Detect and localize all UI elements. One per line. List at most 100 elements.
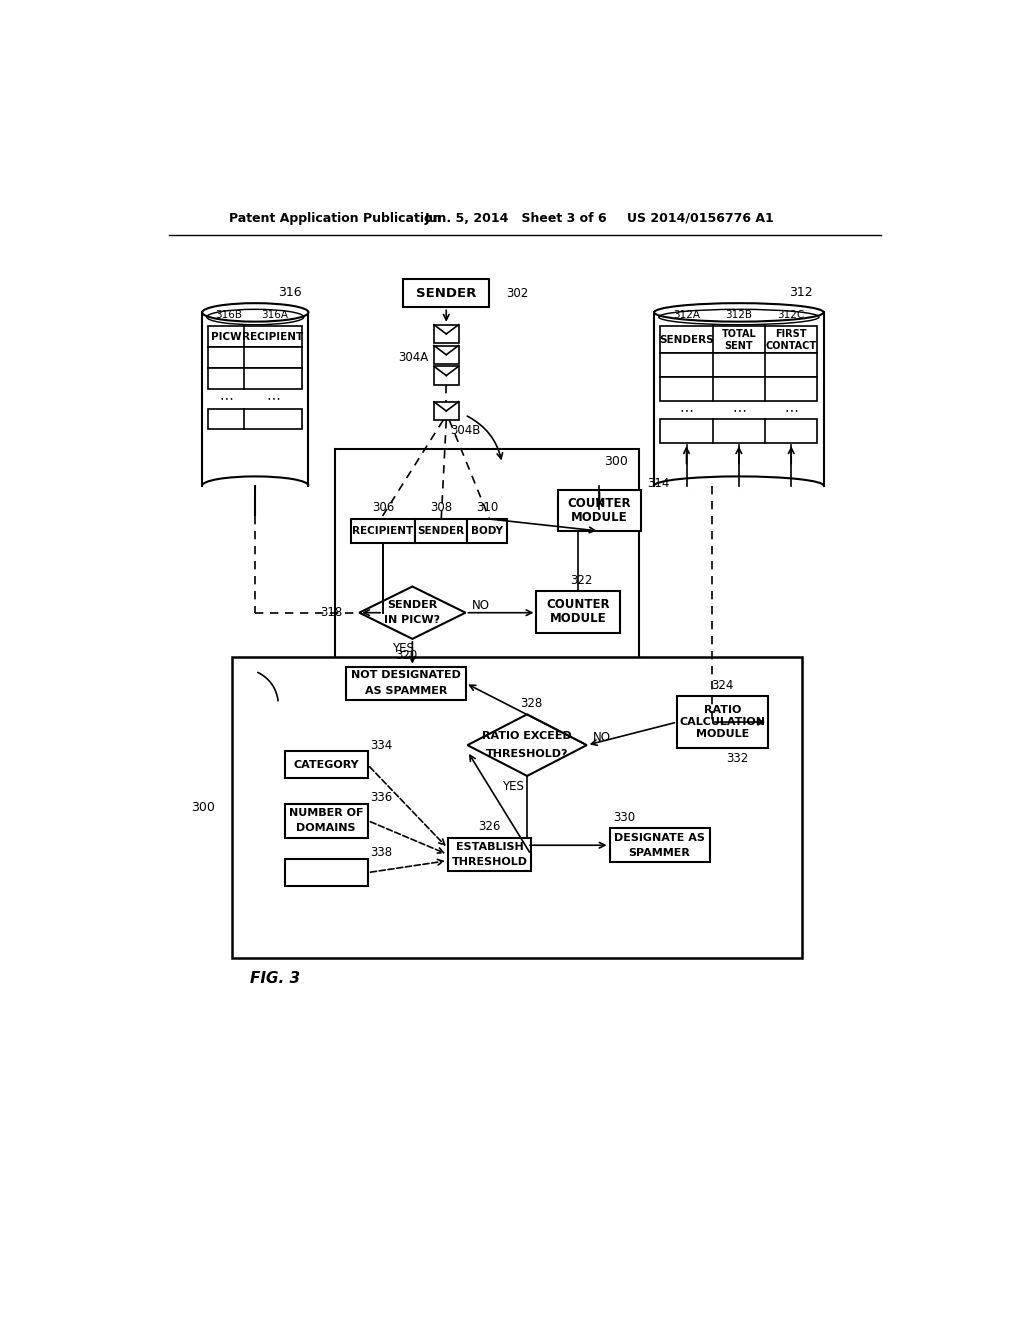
Bar bbox=[208, 326, 302, 347]
Text: 310: 310 bbox=[476, 502, 499, 515]
Bar bbox=[351, 519, 416, 544]
Text: ⋯: ⋯ bbox=[680, 403, 693, 417]
Text: MODULE: MODULE bbox=[696, 730, 750, 739]
Text: NO: NO bbox=[472, 599, 489, 612]
Bar bbox=[285, 859, 368, 886]
Text: THRESHOLD: THRESHOLD bbox=[452, 857, 527, 867]
Text: 304A: 304A bbox=[398, 351, 429, 363]
Text: US 2014/0156776 A1: US 2014/0156776 A1 bbox=[628, 213, 774, 224]
Ellipse shape bbox=[202, 304, 308, 322]
Text: AS SPAMMER: AS SPAMMER bbox=[365, 686, 447, 696]
Text: FIRST
CONTACT: FIRST CONTACT bbox=[766, 329, 817, 351]
Text: SPAMMER: SPAMMER bbox=[629, 847, 690, 858]
Text: DOMAINS: DOMAINS bbox=[296, 824, 356, 833]
Text: Jun. 5, 2014   Sheet 3 of 6: Jun. 5, 2014 Sheet 3 of 6 bbox=[425, 213, 607, 224]
Text: 316: 316 bbox=[279, 286, 302, 298]
Text: 326: 326 bbox=[478, 820, 501, 833]
Text: MODULE: MODULE bbox=[550, 612, 606, 626]
Bar bbox=[434, 367, 459, 385]
Text: PICW: PICW bbox=[211, 331, 242, 342]
Polygon shape bbox=[467, 714, 587, 776]
Text: 312C: 312C bbox=[777, 310, 805, 321]
Text: 330: 330 bbox=[613, 810, 636, 824]
Text: FIG. 3: FIG. 3 bbox=[250, 972, 300, 986]
Text: NUMBER OF: NUMBER OF bbox=[289, 808, 364, 818]
Bar bbox=[558, 490, 641, 531]
Bar bbox=[285, 751, 368, 779]
Text: 318: 318 bbox=[321, 606, 342, 619]
Polygon shape bbox=[359, 586, 466, 639]
Bar bbox=[232, 657, 802, 958]
Bar bbox=[285, 804, 368, 837]
Text: Patent Application Publication: Patent Application Publication bbox=[229, 213, 441, 224]
Text: 338: 338 bbox=[370, 846, 392, 859]
Text: TOTAL
SENT: TOTAL SENT bbox=[722, 329, 757, 351]
Text: 316A: 316A bbox=[261, 310, 288, 321]
Text: COUNTER: COUNTER bbox=[567, 496, 632, 510]
Bar bbox=[403, 279, 489, 308]
Text: ⋯: ⋯ bbox=[266, 392, 280, 405]
Text: 312: 312 bbox=[788, 286, 812, 298]
Text: MODULE: MODULE bbox=[571, 511, 628, 524]
Text: RECIPIENT: RECIPIENT bbox=[243, 331, 304, 342]
Bar bbox=[467, 519, 507, 544]
Text: YES: YES bbox=[392, 642, 414, 655]
Text: 320: 320 bbox=[394, 649, 417, 663]
Bar bbox=[434, 401, 459, 420]
Bar bbox=[335, 449, 639, 708]
Text: THRESHOLD?: THRESHOLD? bbox=[485, 750, 568, 759]
Text: 334: 334 bbox=[370, 739, 392, 751]
Bar bbox=[677, 696, 768, 748]
Text: 332: 332 bbox=[726, 752, 748, 766]
Text: 314: 314 bbox=[647, 477, 670, 490]
Text: ESTABLISH: ESTABLISH bbox=[456, 842, 523, 851]
Text: RATIO EXCEED: RATIO EXCEED bbox=[482, 731, 572, 741]
Text: 304B: 304B bbox=[451, 424, 480, 437]
Text: 308: 308 bbox=[430, 502, 453, 515]
Text: 316B: 316B bbox=[215, 310, 242, 321]
Text: 302: 302 bbox=[506, 286, 528, 300]
Text: BODY: BODY bbox=[471, 527, 503, 536]
Text: DESIGNATE AS: DESIGNATE AS bbox=[614, 833, 705, 842]
Bar bbox=[434, 346, 459, 364]
Text: ⋯: ⋯ bbox=[732, 403, 745, 417]
Bar bbox=[416, 519, 467, 544]
Bar bbox=[208, 409, 302, 429]
Text: SENDER: SENDER bbox=[418, 527, 465, 536]
Text: ⋯: ⋯ bbox=[784, 403, 798, 417]
Bar bbox=[660, 354, 817, 378]
Bar bbox=[434, 325, 459, 343]
Bar bbox=[660, 420, 817, 444]
Bar bbox=[447, 837, 531, 871]
Bar bbox=[208, 368, 302, 388]
Text: SENDER: SENDER bbox=[416, 286, 476, 300]
Bar bbox=[346, 667, 466, 700]
Text: COUNTER: COUNTER bbox=[546, 598, 609, 611]
Text: YES: YES bbox=[503, 780, 524, 793]
Bar bbox=[660, 378, 817, 401]
Text: 306: 306 bbox=[372, 502, 394, 515]
Bar bbox=[537, 591, 620, 632]
Bar bbox=[208, 347, 302, 368]
Bar bbox=[660, 326, 817, 354]
Text: 312B: 312B bbox=[725, 310, 753, 321]
Text: SENDER: SENDER bbox=[387, 601, 437, 610]
Text: 324: 324 bbox=[712, 678, 734, 692]
Text: NOT DESIGNATED: NOT DESIGNATED bbox=[351, 671, 461, 680]
Text: IN PICW?: IN PICW? bbox=[384, 615, 440, 626]
Text: RATIO: RATIO bbox=[705, 705, 741, 714]
Text: 300: 300 bbox=[191, 801, 215, 814]
Bar bbox=[609, 829, 710, 862]
Ellipse shape bbox=[654, 304, 823, 322]
Text: CATEGORY: CATEGORY bbox=[293, 760, 359, 770]
Text: CALCULATION: CALCULATION bbox=[680, 717, 766, 727]
Text: NO: NO bbox=[593, 731, 611, 744]
Text: 328: 328 bbox=[520, 697, 542, 710]
Text: 300: 300 bbox=[604, 454, 628, 467]
Text: 336: 336 bbox=[370, 791, 392, 804]
Text: ⋯: ⋯ bbox=[219, 392, 233, 405]
Text: SENDERS: SENDERS bbox=[659, 335, 714, 345]
Text: 322: 322 bbox=[570, 574, 593, 587]
Text: 312A: 312A bbox=[673, 310, 700, 321]
Text: RECIPIENT: RECIPIENT bbox=[352, 527, 414, 536]
